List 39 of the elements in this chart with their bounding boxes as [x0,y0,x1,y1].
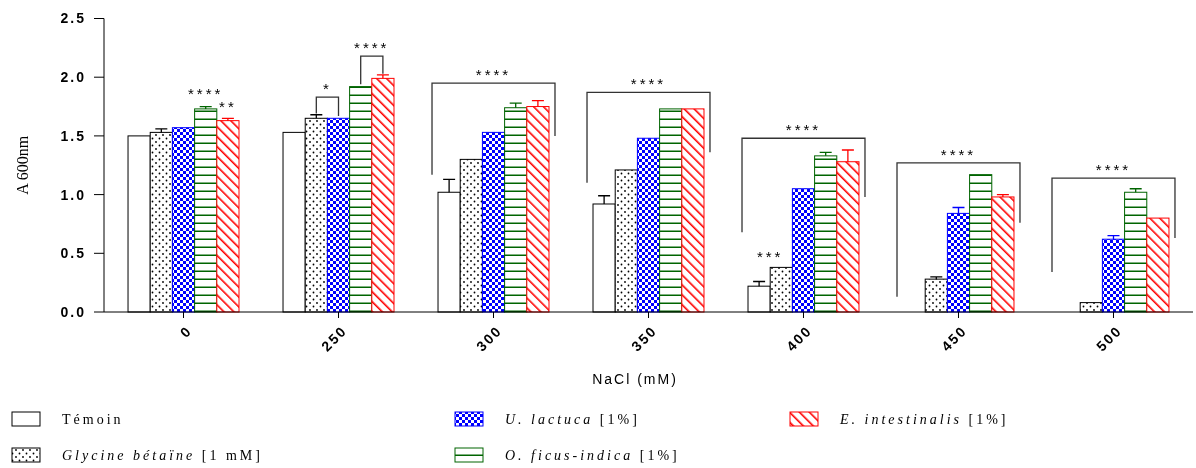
y-tick-label: 1.0 [60,186,86,203]
legend-label: O. ficus-indica [1%] [505,448,680,463]
y-tick-label: 2.0 [60,69,86,86]
bar [194,108,218,313]
y-axis-title: A 600nm [14,135,31,195]
bar [814,155,838,313]
bar [1124,191,1148,313]
bar [969,174,993,313]
bar [1101,238,1126,313]
annotation: **** [785,121,822,139]
annotation: **** [475,66,512,84]
bar [681,108,705,313]
bar [659,108,683,313]
bar [636,137,661,313]
bar [371,77,395,313]
y-tick-label: 0.5 [60,245,86,262]
x-axis-title: NaCl (mM) [592,371,678,387]
legend-label: Glycine bétaïne [1 mM] [62,448,263,463]
y-tick-label: 0.0 [60,303,86,320]
bar [791,188,816,313]
y-tick-label: 1.5 [60,127,86,144]
bar [171,127,196,313]
bar [1146,217,1170,313]
annotation: **** [1095,161,1132,179]
bar [991,196,1015,313]
annotation: **** [630,75,667,93]
bar [349,86,373,313]
y-tick-label: 2.5 [60,10,86,27]
legend-label: Témoin [62,412,124,427]
x-tick-label: 0 [176,322,196,341]
bar [481,131,506,313]
annotation: **** [354,39,390,57]
annotation: **** [940,145,977,163]
bar [216,120,240,313]
legend-label: U. lactuca [1%] [505,412,640,427]
bar [326,117,351,313]
annotation: * [322,80,332,98]
annotation: *** [756,248,784,266]
legend-label: E. intestinalis [1%] [839,412,1009,427]
